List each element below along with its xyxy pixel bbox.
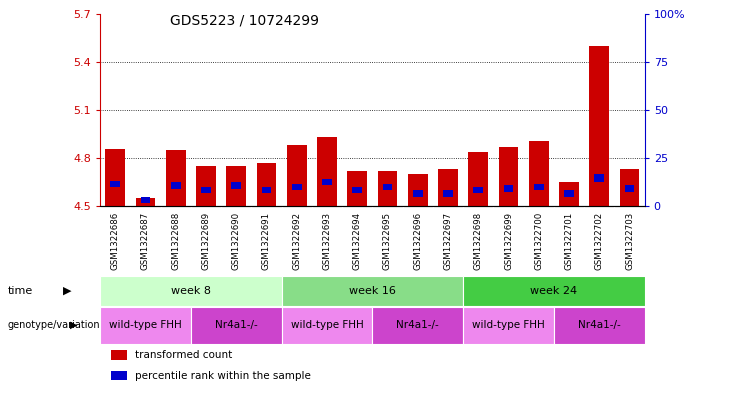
- Bar: [559, 182, 579, 206]
- Bar: [382, 184, 393, 190]
- Bar: [352, 187, 362, 193]
- Text: Nr4a1-/-: Nr4a1-/-: [578, 320, 621, 330]
- Bar: [534, 184, 544, 190]
- Text: GSM1322693: GSM1322693: [322, 212, 331, 270]
- Bar: [589, 46, 609, 206]
- Bar: [554, 307, 645, 344]
- Text: ▶: ▶: [70, 320, 78, 330]
- Text: GSM1322687: GSM1322687: [141, 212, 150, 270]
- Bar: [504, 185, 514, 192]
- Bar: [201, 187, 211, 193]
- Bar: [468, 152, 488, 206]
- Text: GSM1322701: GSM1322701: [565, 212, 574, 270]
- Text: Nr4a1-/-: Nr4a1-/-: [396, 320, 439, 330]
- Bar: [529, 141, 548, 206]
- Bar: [191, 307, 282, 344]
- Text: GSM1322695: GSM1322695: [383, 212, 392, 270]
- Text: time: time: [7, 286, 33, 296]
- Text: GSM1322702: GSM1322702: [595, 212, 604, 270]
- Text: GSM1322696: GSM1322696: [413, 212, 422, 270]
- Bar: [100, 307, 191, 344]
- Bar: [372, 307, 463, 344]
- Bar: [136, 198, 156, 206]
- Text: wild-type FHH: wild-type FHH: [290, 320, 363, 330]
- Bar: [292, 184, 302, 190]
- Bar: [231, 182, 241, 189]
- Text: week 8: week 8: [171, 286, 210, 296]
- Bar: [348, 171, 367, 206]
- Bar: [287, 145, 307, 206]
- Text: GSM1322700: GSM1322700: [534, 212, 543, 270]
- Bar: [196, 166, 216, 206]
- Bar: [564, 190, 574, 197]
- Text: genotype/variation: genotype/variation: [7, 320, 100, 330]
- Bar: [100, 276, 282, 306]
- Bar: [282, 307, 372, 344]
- Text: week 16: week 16: [349, 286, 396, 296]
- Bar: [226, 166, 246, 206]
- Bar: [256, 163, 276, 206]
- Text: GSM1322690: GSM1322690: [232, 212, 241, 270]
- Text: GSM1322699: GSM1322699: [504, 212, 513, 270]
- Bar: [413, 190, 422, 197]
- Bar: [408, 174, 428, 206]
- Text: Nr4a1-/-: Nr4a1-/-: [215, 320, 258, 330]
- Bar: [443, 190, 453, 197]
- Bar: [499, 147, 519, 206]
- Bar: [625, 185, 634, 192]
- Bar: [111, 350, 127, 360]
- Bar: [463, 307, 554, 344]
- Bar: [141, 197, 150, 203]
- Text: GSM1322697: GSM1322697: [444, 212, 453, 270]
- Text: GSM1322688: GSM1322688: [171, 212, 180, 270]
- Text: wild-type FHH: wild-type FHH: [472, 320, 545, 330]
- Bar: [473, 187, 483, 193]
- Bar: [619, 169, 639, 206]
- Text: GSM1322703: GSM1322703: [625, 212, 634, 270]
- Bar: [111, 371, 127, 380]
- Text: GSM1322692: GSM1322692: [292, 212, 301, 270]
- Text: wild-type FHH: wild-type FHH: [109, 320, 182, 330]
- Text: week 24: week 24: [531, 286, 577, 296]
- Bar: [105, 149, 125, 206]
- Text: GDS5223 / 10724299: GDS5223 / 10724299: [170, 14, 319, 28]
- Bar: [170, 182, 181, 189]
- Bar: [110, 181, 120, 187]
- Text: percentile rank within the sample: percentile rank within the sample: [136, 371, 311, 381]
- Bar: [322, 179, 332, 185]
- Bar: [463, 276, 645, 306]
- Bar: [594, 174, 604, 182]
- Bar: [262, 187, 271, 193]
- Bar: [317, 137, 337, 206]
- Text: GSM1322691: GSM1322691: [262, 212, 271, 270]
- Bar: [378, 171, 397, 206]
- Text: GSM1322698: GSM1322698: [473, 212, 482, 270]
- Text: GSM1322686: GSM1322686: [110, 212, 119, 270]
- Text: GSM1322689: GSM1322689: [202, 212, 210, 270]
- Text: GSM1322694: GSM1322694: [353, 212, 362, 270]
- Bar: [282, 276, 463, 306]
- Bar: [166, 150, 185, 206]
- Text: transformed count: transformed count: [136, 350, 233, 360]
- Bar: [438, 169, 458, 206]
- Text: ▶: ▶: [63, 286, 71, 296]
